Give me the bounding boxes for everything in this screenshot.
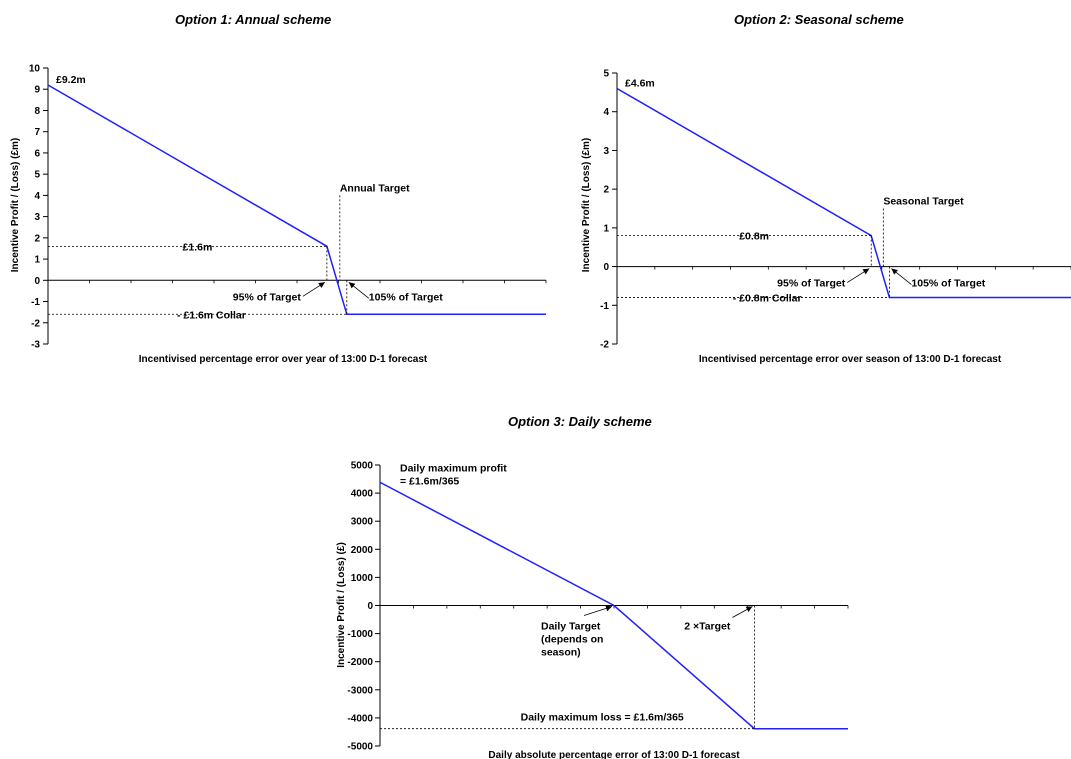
c2-y-tick-label: 4	[603, 107, 609, 118]
c2-series-line	[616, 87, 1071, 299]
c1-y-tick-label: 7	[34, 127, 40, 138]
c3-y-tick-label: 4000	[351, 489, 374, 500]
chart3-title: Option 3: Daily scheme	[508, 414, 652, 429]
c3-y-tick-label: 3000	[351, 517, 374, 528]
c3-double-target-label: 2 ×Target	[684, 621, 731, 633]
c1-series-line	[47, 84, 546, 316]
c1-y-tick-label: 10	[29, 64, 41, 75]
c1-x-axis-label: Incentivised percentage error over year …	[139, 354, 428, 365]
c3-loss-label: Daily maximum loss = £1.6m/365	[521, 712, 684, 724]
c3-series-line	[379, 481, 848, 730]
c3-y-tick-label: 2000	[351, 545, 374, 556]
c2-y-tick-label: 1	[603, 223, 609, 234]
c1-lower-arrow-head	[318, 282, 325, 289]
c1-upper-arrow-head	[348, 282, 356, 289]
c1-y-tick-label: 6	[34, 148, 40, 159]
c3-y-tick-label: -5000	[347, 742, 373, 753]
c2-y-tick-label: 5	[603, 69, 609, 80]
c1-y-tick-label: -3	[31, 340, 40, 351]
c3-max-label-1: Daily maximum profit	[400, 462, 507, 474]
c1-y-tick-label: 2	[34, 233, 40, 244]
c3-x-axis-label: Daily absolute percentage error of 13:00…	[488, 750, 740, 759]
c1-y-tick-label: 0	[34, 276, 40, 287]
c3-target-label-3: season)	[541, 647, 581, 659]
chart2-title: Option 2: Seasonal scheme	[734, 12, 904, 27]
c2-lower-arrow-head	[862, 268, 870, 275]
c3-y-tick-label: -3000	[347, 685, 373, 696]
c1-level-label: £1.6m	[183, 241, 213, 253]
c2-y-axis-label: Incentive Profit / (Loss) (£m)	[581, 138, 592, 272]
c3-max-label-2: = £1.6m/365	[400, 475, 459, 487]
c3-y-axis-label: Incentive Profit / (Loss) (£)	[336, 542, 347, 668]
c1-y-tick-label: 9	[34, 85, 40, 96]
c1-y-axis-label: Incentive Profit / (Loss) (£m)	[10, 138, 21, 272]
c1-y-tick-label: 4	[34, 191, 40, 202]
c3-y-tick-label: -2000	[347, 657, 373, 668]
chart1-title: Option 1: Annual scheme	[175, 12, 332, 27]
c2-max-label: £4.6m	[625, 77, 655, 89]
c1-lower-label: 95% of Target	[233, 291, 302, 303]
c2-y-tick-label: 3	[603, 146, 609, 157]
c2-upper-label: 105% of Target	[911, 278, 985, 290]
c2-level-label: £0.8m	[739, 231, 769, 243]
c2-lower-label: 95% of Target	[777, 278, 846, 290]
c1-y-tick-label: 1	[34, 255, 40, 266]
c3-y-tick-label: 5000	[351, 461, 374, 472]
c3-target-arrow-head	[605, 605, 612, 612]
c3-target-label-1: Daily Target	[541, 621, 601, 633]
c2-x-axis-label: Incentivised percentage error over seaso…	[699, 354, 1002, 365]
c1-upper-label: 105% of Target	[369, 291, 443, 303]
c1-y-tick-label: -1	[31, 297, 40, 308]
c2-upper-arrow-head	[891, 268, 898, 275]
c1-target-label: Annual Target	[340, 182, 410, 194]
c2-y-tick-label: -1	[600, 301, 609, 312]
c2-collar-label: - £0.8m Collar	[733, 293, 802, 305]
c3-double-target-arrow-head	[745, 606, 753, 613]
c1-y-tick-label: 3	[34, 212, 40, 223]
c2-y-tick-label: 0	[603, 262, 609, 273]
c1-collar-label: - £1.6m Collar	[177, 309, 246, 321]
c3-y-tick-label: -1000	[347, 629, 373, 640]
c3-y-tick-label: 0	[367, 601, 373, 612]
c1-max-label: £9.2m	[56, 74, 86, 86]
c1-y-tick-label: -2	[31, 318, 40, 329]
c3-y-tick-label: -4000	[347, 713, 373, 724]
c3-y-tick-label: 1000	[351, 573, 374, 584]
c1-y-tick-label: 8	[34, 106, 40, 117]
c2-y-tick-label: -2	[600, 340, 609, 351]
c3-target-label-2: (depends on	[541, 634, 603, 646]
c2-target-label: Seasonal Target	[883, 196, 964, 208]
c2-y-tick-label: 2	[603, 185, 609, 196]
c1-y-tick-label: 5	[34, 170, 40, 181]
